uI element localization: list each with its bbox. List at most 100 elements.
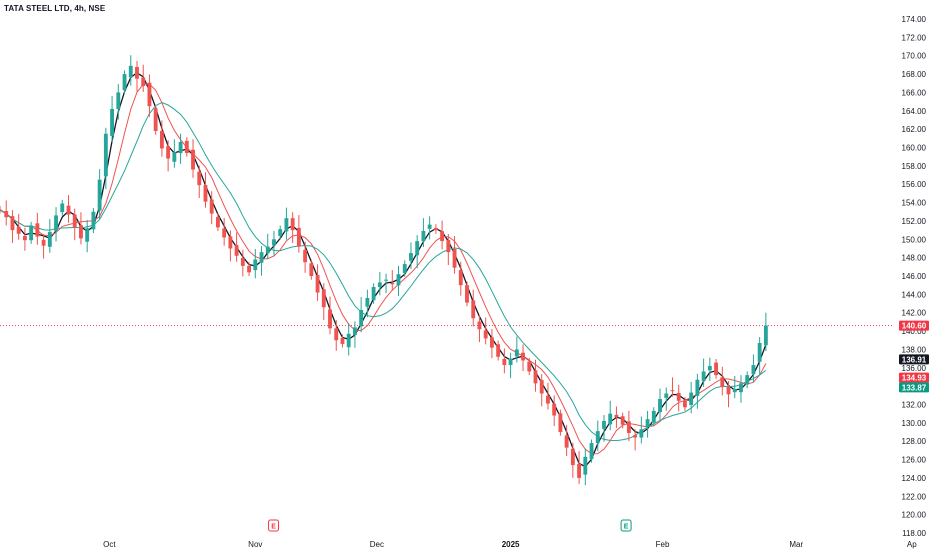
price-tick-label: 144.00 xyxy=(902,290,927,299)
candle-body xyxy=(284,218,289,232)
candle-body xyxy=(296,227,301,247)
candle-body xyxy=(103,133,108,177)
candle-body xyxy=(427,224,432,229)
candle-body xyxy=(633,435,638,438)
price-tick-label: 136.00 xyxy=(902,364,927,373)
time-tick-label: Mar xyxy=(789,540,803,549)
candle-body xyxy=(141,77,146,87)
candle-body xyxy=(583,456,588,475)
candle-body xyxy=(128,65,133,78)
candle-body xyxy=(222,228,227,238)
candle-body xyxy=(54,215,58,231)
time-tick-label: Nov xyxy=(248,540,262,549)
candle-body xyxy=(415,241,420,256)
ma-value-tag-1-box xyxy=(899,354,929,365)
candle-body xyxy=(745,375,750,385)
candle-body xyxy=(328,309,332,329)
price-tick-label: 160.00 xyxy=(902,144,927,153)
candle-body xyxy=(390,282,395,285)
candle-body xyxy=(502,358,507,366)
price-tick-label: 152.00 xyxy=(902,217,927,226)
ma-value-tag-3-text: 133.87 xyxy=(902,383,927,392)
moving-average-line-3 xyxy=(0,101,767,442)
candle-body xyxy=(496,344,501,357)
price-axis[interactable]: 174.00 172.00 170.00 168.00 166.00 164.00 162.… xyxy=(902,15,927,538)
candle-body xyxy=(726,387,731,395)
candle-body xyxy=(135,66,139,79)
price-tick-label: 168.00 xyxy=(902,70,927,79)
candle-body xyxy=(234,245,239,256)
candle-body xyxy=(471,300,476,319)
ma-value-tag-2: 134.93 xyxy=(899,372,929,383)
time-tick-label: 2025 xyxy=(502,540,520,549)
candle-body xyxy=(620,416,625,425)
time-tick-label: Dec xyxy=(370,540,384,549)
last-price-tag: 140.60 xyxy=(899,320,929,331)
candle-body xyxy=(751,365,756,375)
earnings-marker-label: E xyxy=(624,524,629,531)
candle-body xyxy=(159,130,164,149)
time-tick-label: Feb xyxy=(656,540,670,549)
time-axis[interactable]: Oct Nov Dec 2025 Feb Mar Ap xyxy=(103,540,917,549)
candle-body xyxy=(409,253,413,261)
candle-body xyxy=(570,448,575,466)
price-tick-label: 148.00 xyxy=(902,254,927,263)
candle-body xyxy=(216,216,220,228)
candle-body xyxy=(352,327,357,335)
candle-body xyxy=(16,226,21,234)
candle-body xyxy=(4,211,9,218)
candle-body xyxy=(29,225,34,241)
candle-body xyxy=(465,285,469,303)
candle-body xyxy=(371,287,376,301)
candle-body xyxy=(670,390,675,392)
candle-body xyxy=(35,223,40,237)
candle-body xyxy=(172,152,177,162)
price-tick-label: 162.00 xyxy=(902,125,927,134)
candle-body xyxy=(228,236,233,249)
candle-body xyxy=(47,231,52,247)
candle-body xyxy=(639,429,644,438)
candle-body xyxy=(303,249,308,263)
price-tick-label: 170.00 xyxy=(902,52,927,61)
candle-body xyxy=(763,325,768,346)
candle-body xyxy=(178,141,183,154)
candle-body xyxy=(440,231,445,242)
candle-body xyxy=(265,246,270,254)
candle-body xyxy=(645,419,650,428)
price-tick-label: 124.00 xyxy=(902,474,927,483)
candle-body xyxy=(589,443,594,460)
candle-body xyxy=(739,383,743,393)
candle-body xyxy=(732,388,737,393)
candle-body xyxy=(757,343,762,362)
candle-body xyxy=(695,379,700,396)
last-price-tag-box xyxy=(899,320,929,331)
candle-body xyxy=(259,252,264,263)
candle-body xyxy=(595,431,600,444)
candle-body xyxy=(558,413,563,433)
price-tick-label: 142.00 xyxy=(902,309,927,318)
candle-body xyxy=(153,108,158,131)
chart-title: TATA STEEL LTD, 4h, NSE xyxy=(4,4,106,13)
candle-body xyxy=(290,218,295,231)
candle-body xyxy=(340,338,345,344)
candle-body xyxy=(191,149,195,170)
candle-body xyxy=(664,393,669,398)
price-tick-label: 166.00 xyxy=(902,88,927,97)
candle-body xyxy=(626,421,631,433)
candle-body xyxy=(272,239,276,246)
ma-value-tag-3: 133.87 xyxy=(899,382,929,393)
candle-body xyxy=(66,205,71,215)
candle-body xyxy=(651,410,656,423)
candle-body xyxy=(365,298,370,307)
candle-body xyxy=(483,330,488,339)
candle-body xyxy=(396,274,401,286)
ma-value-tag-1-text: 136.91 xyxy=(902,355,927,364)
candle-body xyxy=(514,349,519,357)
candle-body xyxy=(577,463,582,478)
candle-body xyxy=(197,171,202,186)
earnings-marker: E xyxy=(268,519,280,532)
price-tick-label: 138.00 xyxy=(902,345,927,354)
